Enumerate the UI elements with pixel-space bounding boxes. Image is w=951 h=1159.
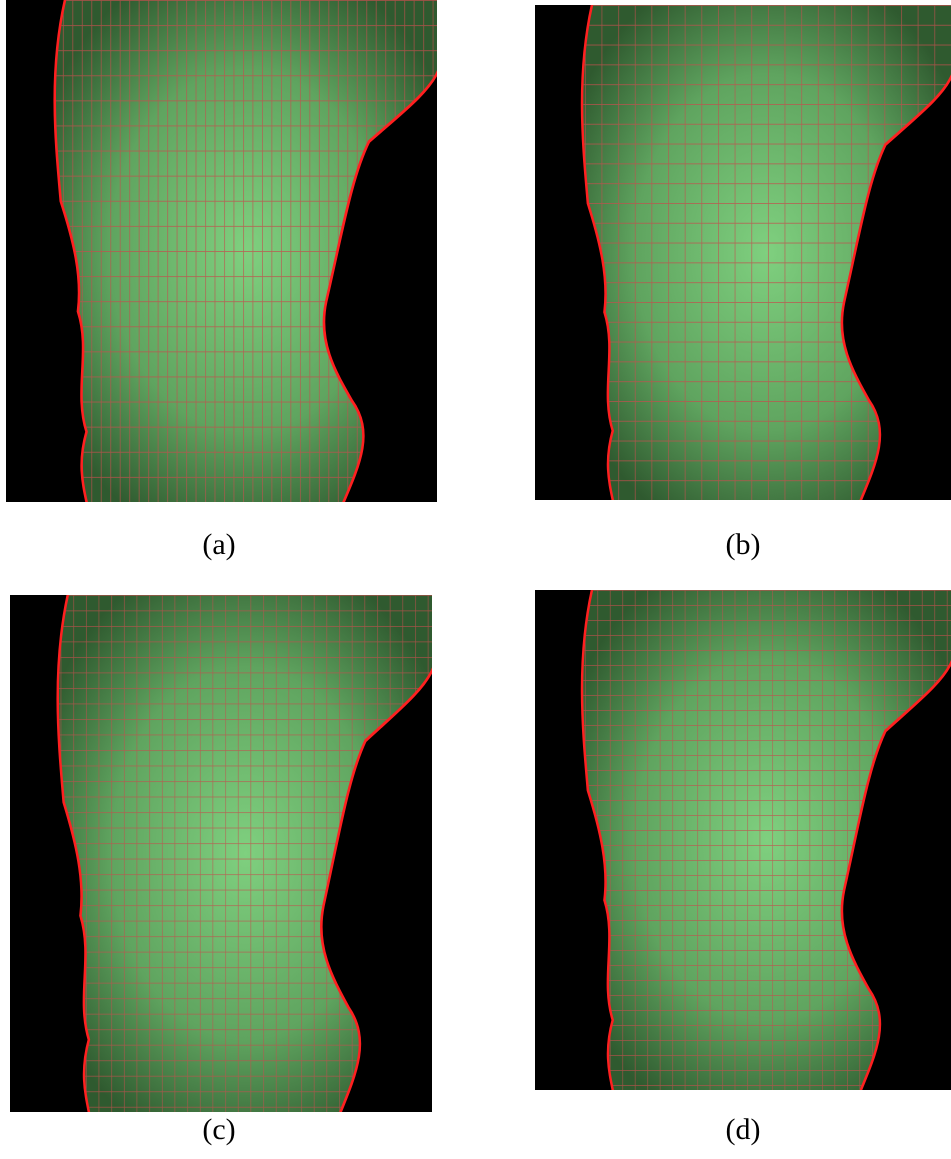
panel-label: (c) — [202, 1113, 235, 1146]
mesh-render — [535, 590, 951, 1090]
panel-label: (a) — [202, 528, 235, 561]
panel-label: (d) — [726, 1113, 761, 1146]
mesh-render — [10, 595, 432, 1112]
mesh-render — [535, 5, 951, 500]
mesh-render — [6, 0, 437, 502]
figure: (a) (b) (c) (d) — [0, 0, 951, 1154]
panel-label: (b) — [726, 528, 761, 561]
